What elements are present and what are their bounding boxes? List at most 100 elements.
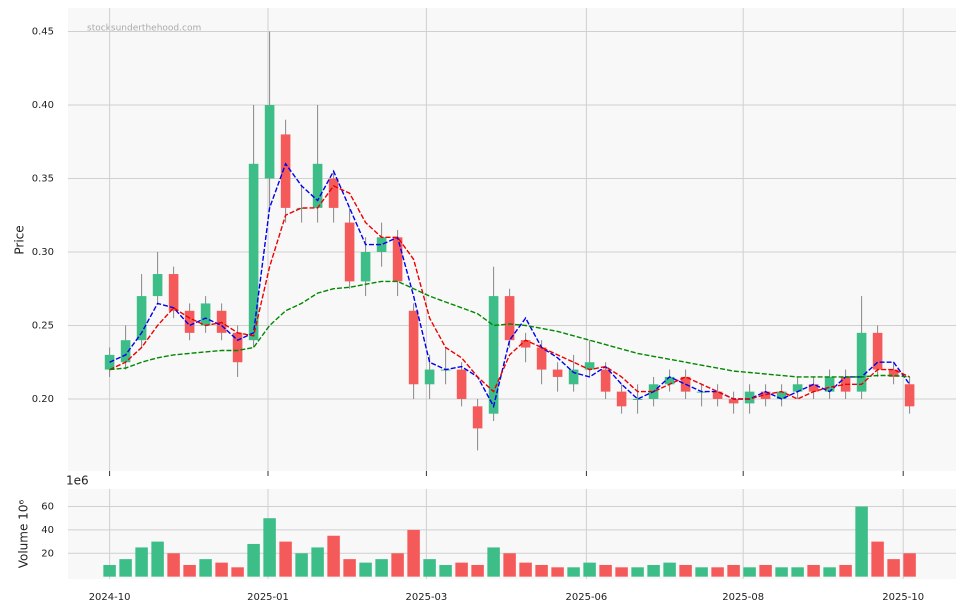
candle-body bbox=[504, 296, 515, 341]
candle-body bbox=[392, 237, 403, 282]
x-tick-label: 2025-10 bbox=[882, 592, 924, 603]
x-tick-label: 2025-03 bbox=[406, 592, 448, 603]
volume-bar bbox=[663, 562, 676, 577]
volume-bar bbox=[599, 564, 612, 577]
y-tick-label: 40 bbox=[41, 525, 54, 536]
candle-body bbox=[296, 207, 307, 209]
candle-body bbox=[584, 362, 595, 370]
candle-body bbox=[488, 296, 499, 414]
candle-body bbox=[632, 398, 643, 400]
candle-body bbox=[104, 354, 115, 370]
volume-bar bbox=[391, 553, 404, 577]
moving-average-line bbox=[109, 185, 910, 400]
volume-bar bbox=[183, 564, 196, 577]
candle-body bbox=[904, 384, 915, 407]
volume-bar bbox=[583, 562, 596, 577]
volume-offset-label: 1e6 bbox=[66, 474, 89, 488]
volume-bar bbox=[247, 543, 260, 577]
y-tick-label: 0.45 bbox=[32, 27, 54, 38]
candle-body bbox=[728, 398, 739, 404]
candle-body bbox=[472, 406, 483, 429]
candle-body bbox=[872, 332, 883, 370]
volume-bar bbox=[343, 559, 356, 577]
watermark: stocksunderthehood.com bbox=[87, 24, 201, 34]
candle-body bbox=[280, 134, 291, 208]
volume-bar bbox=[135, 547, 148, 577]
volume-bar bbox=[167, 553, 180, 577]
candle-body bbox=[712, 391, 723, 399]
volume-bar bbox=[903, 553, 916, 577]
volume-bar bbox=[455, 562, 468, 577]
volume-bar bbox=[615, 567, 628, 577]
volume-bar bbox=[759, 564, 772, 577]
volume-axis-label: Volume 10⁶ bbox=[17, 500, 31, 569]
y-tick-label: 0.20 bbox=[32, 394, 54, 405]
x-tick-label: 2024-10 bbox=[89, 592, 131, 603]
candle-body bbox=[456, 369, 467, 399]
candle-body bbox=[344, 222, 355, 282]
volume-bar bbox=[647, 564, 660, 577]
candle-body bbox=[616, 391, 627, 407]
volume-bar bbox=[535, 564, 548, 577]
volume-bar bbox=[631, 567, 644, 577]
candle-body bbox=[888, 369, 899, 377]
volume-bar bbox=[775, 567, 788, 577]
candle-body bbox=[200, 303, 211, 326]
y-tick-label: 0.30 bbox=[32, 247, 54, 258]
volume-bar bbox=[423, 559, 436, 577]
x-tick-label: 2025-01 bbox=[247, 592, 289, 603]
x-tick-label: 2025-08 bbox=[722, 592, 764, 603]
candle-body bbox=[808, 384, 819, 392]
candle-body bbox=[232, 332, 243, 363]
y-axis-label: Price bbox=[13, 225, 27, 254]
candle-body bbox=[408, 310, 419, 385]
volume-bar bbox=[887, 559, 900, 577]
volume-bar bbox=[823, 567, 836, 577]
price-panel bbox=[68, 8, 956, 471]
volume-bar bbox=[743, 567, 756, 577]
volume-bar bbox=[103, 564, 116, 577]
volume-bar bbox=[359, 562, 372, 577]
candle-body bbox=[824, 376, 835, 392]
y-tick-label: 0.40 bbox=[32, 100, 54, 111]
volume-bar bbox=[215, 562, 228, 577]
candle-body bbox=[152, 274, 163, 297]
volume-bar bbox=[231, 567, 244, 577]
volume-bar bbox=[263, 518, 276, 577]
candle-body bbox=[376, 237, 387, 252]
volume-bar bbox=[567, 567, 580, 577]
volume-bar bbox=[327, 535, 340, 577]
y-tick-label: 0.25 bbox=[32, 320, 54, 331]
volume-bar bbox=[871, 541, 884, 577]
candle-body bbox=[856, 332, 867, 392]
x-tick-label: 2025-06 bbox=[566, 592, 608, 603]
candle-body bbox=[328, 178, 339, 208]
volume-bar bbox=[279, 541, 292, 577]
volume-bar bbox=[407, 529, 420, 577]
candle-body bbox=[520, 340, 531, 348]
candle-body bbox=[248, 163, 259, 341]
volume-bar bbox=[727, 564, 740, 577]
volume-bar bbox=[295, 553, 308, 577]
candle-body bbox=[536, 347, 547, 370]
volume-bar bbox=[151, 541, 164, 577]
volume-bar bbox=[199, 559, 212, 577]
volume-bar bbox=[439, 564, 452, 577]
candle-body bbox=[168, 274, 179, 311]
candle-body bbox=[264, 105, 275, 179]
volume-bar bbox=[695, 567, 708, 577]
volume-bar bbox=[791, 567, 804, 577]
candle-body bbox=[568, 369, 579, 385]
candle-body bbox=[360, 251, 371, 282]
volume-bar bbox=[519, 562, 532, 577]
volume-bar bbox=[839, 564, 852, 577]
volume-bar bbox=[119, 559, 132, 577]
candle-body bbox=[136, 296, 147, 341]
moving-average-line bbox=[109, 280, 910, 378]
volume-bar bbox=[711, 567, 724, 577]
volume-bar bbox=[375, 559, 388, 577]
candle-body bbox=[776, 391, 787, 399]
candle-body bbox=[792, 384, 803, 392]
volume-bar bbox=[471, 564, 484, 577]
